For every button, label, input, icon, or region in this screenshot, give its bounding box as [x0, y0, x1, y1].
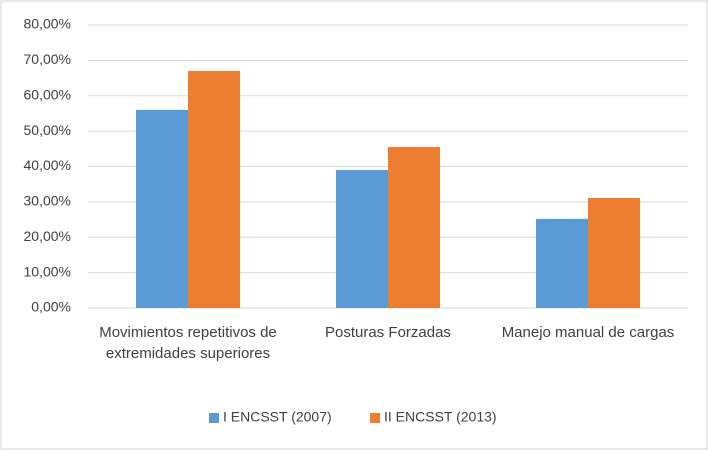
legend-swatch — [370, 413, 380, 423]
legend-label: II ENCSST (2013) — [384, 409, 497, 425]
bar — [536, 218, 588, 308]
y-tick-label: 60,00% — [24, 86, 71, 102]
y-tick-label: 70,00% — [24, 51, 71, 67]
x-tick-label: Manejo manual de cargas — [501, 324, 675, 341]
y-tick-label: 50,00% — [24, 122, 71, 138]
x-tick-label: Movimientos repetitivos de extremidades … — [99, 324, 277, 362]
y-tick-label: 10,00% — [24, 263, 71, 279]
y-tick-label: 80,00% — [24, 16, 71, 32]
y-tick-label: 30,00% — [24, 193, 71, 209]
bar — [188, 70, 240, 308]
bar — [588, 197, 640, 308]
bar — [336, 170, 388, 308]
legend-swatch — [209, 413, 219, 423]
y-tick-label: 0,00% — [31, 299, 71, 315]
bars — [136, 70, 640, 309]
legend: I ENCSST (2007) II ENCSST (2013) — [209, 409, 497, 425]
y-tick-label: 40,00% — [24, 157, 71, 173]
x-tick-label: Posturas Forzadas — [325, 324, 451, 341]
bar — [136, 109, 188, 309]
bar — [388, 147, 440, 308]
legend-label: I ENCSST (2007) — [223, 409, 332, 425]
y-tick-label: 20,00% — [24, 228, 71, 244]
